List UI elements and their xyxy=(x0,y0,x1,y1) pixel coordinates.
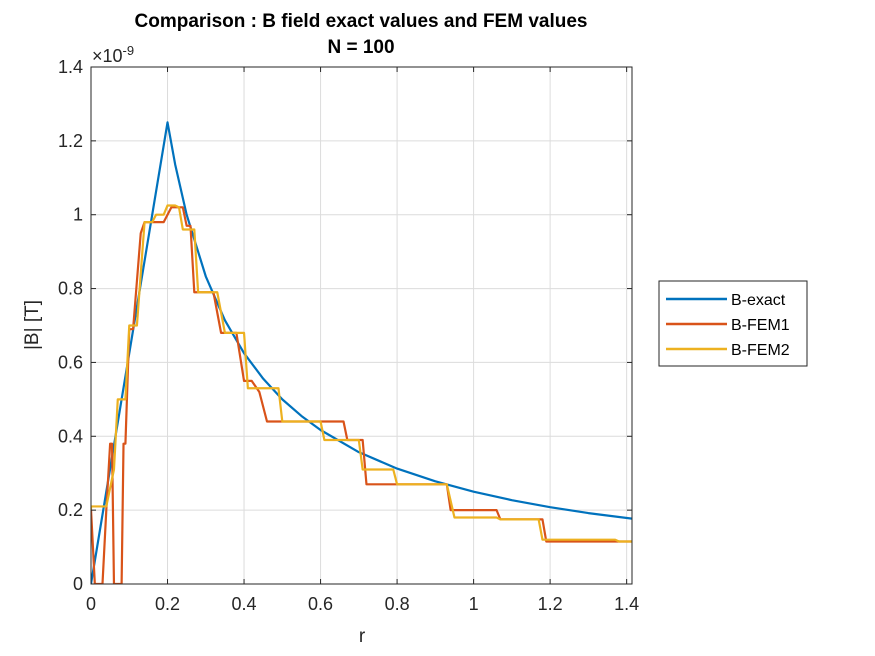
y-tick-label: 1.4 xyxy=(58,57,83,77)
x-tick-label: 0.8 xyxy=(385,594,410,614)
series-line-b-fem2 xyxy=(91,204,632,543)
y-tick-label: 1 xyxy=(73,205,83,225)
legend-label-b-exact: B-exact xyxy=(731,292,786,309)
x-tick-label: 0.6 xyxy=(308,594,333,614)
legend[interactable]: B-exact B-FEM1 B-FEM2 xyxy=(658,280,808,367)
y-tick-label: 0.8 xyxy=(58,279,83,299)
y-axis-label: |B| [T] xyxy=(22,300,43,350)
axis-ticks: 0 0.2 0.4 0.6 0.8 1 1.2 1.4 0 0.2 0.4 0.6 0.8 1 1.2 1.4 xyxy=(58,57,639,614)
chart-title: Comparison : B field exact values and FE… xyxy=(135,11,588,32)
x-tick-label: 0.2 xyxy=(155,594,180,614)
plot-area xyxy=(91,67,632,584)
chart-subtitle: N = 100 xyxy=(327,37,394,58)
legend-entries: B-exact B-FEM1 B-FEM2 xyxy=(666,292,790,359)
plot-clip xyxy=(91,121,632,584)
y-tick-label: 0.2 xyxy=(58,500,83,520)
y-tick-label: 1.2 xyxy=(58,131,83,151)
x-tick-label: 1.2 xyxy=(538,594,563,614)
series-layer xyxy=(91,121,632,584)
legend-label-b-fem2: B-FEM2 xyxy=(731,342,790,359)
axes-box xyxy=(90,66,633,585)
y-exponent: ×10-9 xyxy=(92,43,134,66)
y-tick-label: 0.4 xyxy=(58,426,83,446)
y-tick-label: 0.6 xyxy=(58,352,83,372)
x-tick-label: 1.4 xyxy=(614,594,639,614)
y-tick-label: 0 xyxy=(73,574,83,594)
series-line-b-fem1 xyxy=(91,206,632,584)
x-tick-label: 0.4 xyxy=(232,594,257,614)
series-line-b-exact xyxy=(91,121,632,584)
x-tick-label: 1 xyxy=(469,594,479,614)
x-axis-label: r xyxy=(359,626,366,647)
x-tick-label: 0 xyxy=(86,594,96,614)
legend-label-b-fem1: B-FEM1 xyxy=(731,317,790,334)
